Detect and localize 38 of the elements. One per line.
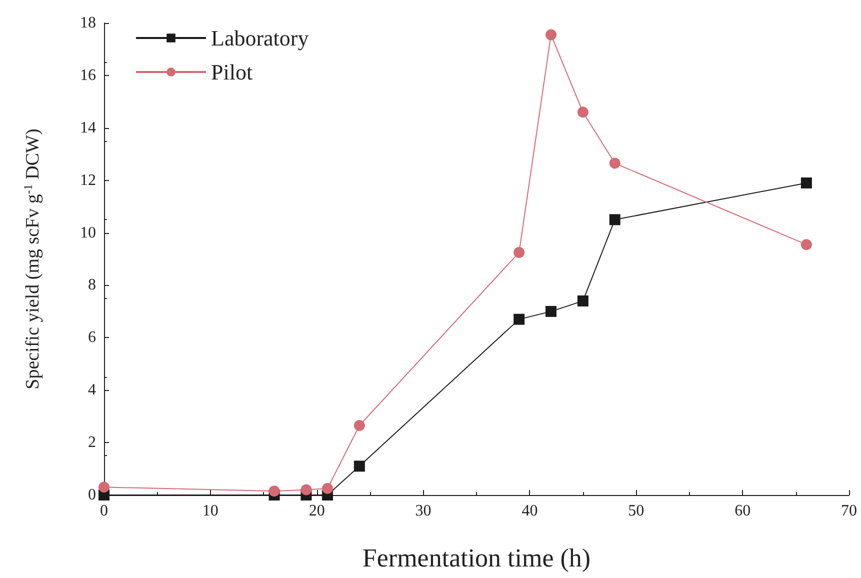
y-tick-label: 6 <box>88 329 96 346</box>
x-tick-label: 30 <box>415 502 432 520</box>
point <box>800 177 812 188</box>
x-tick-label: 50 <box>628 502 644 520</box>
y-tick-label: 18 <box>80 14 96 32</box>
point <box>98 482 110 493</box>
x-tick-label: 60 <box>734 502 751 520</box>
y-tick-label: 8 <box>88 276 96 294</box>
point <box>609 158 620 169</box>
point <box>577 106 588 118</box>
point <box>300 484 312 496</box>
point <box>514 246 525 258</box>
y-tick-label: 4 <box>88 382 96 399</box>
point <box>546 29 556 40</box>
y-axis-title: Specific yield (mg scFv g-1 DCW) <box>21 128 44 390</box>
x-tick-label: 20 <box>308 502 325 520</box>
point <box>800 239 812 250</box>
y-tick-label: 2 <box>88 434 96 452</box>
legend-label: Pilot <box>211 60 253 84</box>
legend-label: Laboratory <box>211 26 309 50</box>
point <box>577 295 588 306</box>
y-tick-label: 16 <box>80 66 96 84</box>
point <box>514 314 525 325</box>
y-tick-label: 12 <box>80 172 96 189</box>
point <box>322 482 333 494</box>
y-tick-label: 10 <box>80 224 96 242</box>
point <box>546 306 556 317</box>
x-tick-label: 70 <box>841 502 857 520</box>
x-tick-label: 40 <box>522 502 538 520</box>
y-tick-label: 14 <box>80 119 96 136</box>
point <box>354 420 365 432</box>
point <box>268 486 280 497</box>
x-tick-label: 10 <box>202 502 218 520</box>
point <box>354 460 365 472</box>
x-axis-title: Fermentation time (h) <box>362 544 591 572</box>
point <box>609 214 620 226</box>
x-tick-label: 0 <box>100 502 108 520</box>
y-tick-label: 0 <box>88 486 96 504</box>
